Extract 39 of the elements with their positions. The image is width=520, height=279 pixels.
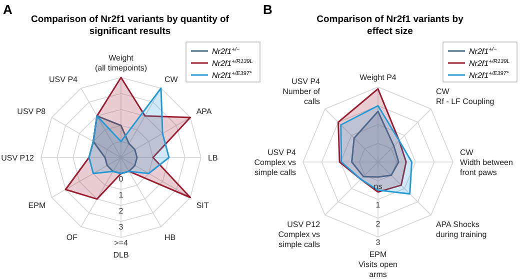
legend-label: Nr2f1$^{+/E397*}$	[469, 70, 510, 80]
legend-label: Nr2f1$^{+/R139L}$	[212, 58, 253, 68]
spoke-label: USV P4	[49, 75, 78, 84]
spoke-label: DLB	[113, 250, 129, 260]
y-tick-label: 3	[118, 222, 124, 232]
spoke-label: OF	[66, 232, 78, 242]
spoke-label: CW Rf - LF Coupling	[436, 87, 494, 106]
spoke-label: Weight P4	[360, 73, 397, 82]
legend-label: Nr2f1$^{+/R139L}$	[469, 58, 510, 68]
spoke-label: CW Width between front paws	[460, 148, 513, 177]
spoke-label: APA	[196, 107, 212, 116]
spoke-label: SIT	[196, 201, 209, 210]
spoke-label: Weight (all timepoints)	[94, 54, 148, 72]
legend-label: Nr2f1$^{+/−}$	[212, 46, 240, 56]
spoke-label: APA Shocks during training	[436, 220, 487, 239]
spoke-label: CW	[164, 75, 178, 84]
spoke-label: USV P12	[1, 154, 35, 162]
y-tick-label: 2	[376, 219, 381, 228]
y-tick-label: 3	[376, 238, 381, 247]
legend-label: Nr2f1$^{+/E397*}$	[212, 70, 252, 80]
y-tick-label: 0	[118, 174, 124, 184]
spoke-label: USV P8	[17, 107, 46, 116]
legend-label: Nr2f1$^{+/−}$	[469, 46, 498, 56]
spoke-label: HB	[164, 232, 176, 242]
y-tick-label: 1	[118, 190, 124, 200]
y-tick-label: >=4	[114, 238, 128, 248]
text: A	[3, 2, 13, 17]
spoke-label: USV P12 Complex vs simple calls	[278, 220, 321, 249]
chart-title: Comparison of Nr2f1 variants by effect size	[316, 14, 464, 37]
y-tick-label: ns	[374, 182, 382, 191]
spoke-label: USV P4 Number of calls	[282, 77, 321, 106]
y-tick-label: 1	[376, 200, 381, 210]
spoke-label: USV P4 Complex vs simple calls	[254, 148, 297, 177]
y-tick-label: 2	[118, 206, 124, 216]
text: B	[263, 2, 272, 17]
chart-title: Comparison of Nr2f1 variants by quantity of significant results	[31, 14, 230, 37]
spoke-label: EPM Visits open arms	[358, 250, 398, 279]
spoke-label: EPM	[28, 201, 46, 210]
spoke-label: LB	[208, 154, 218, 162]
